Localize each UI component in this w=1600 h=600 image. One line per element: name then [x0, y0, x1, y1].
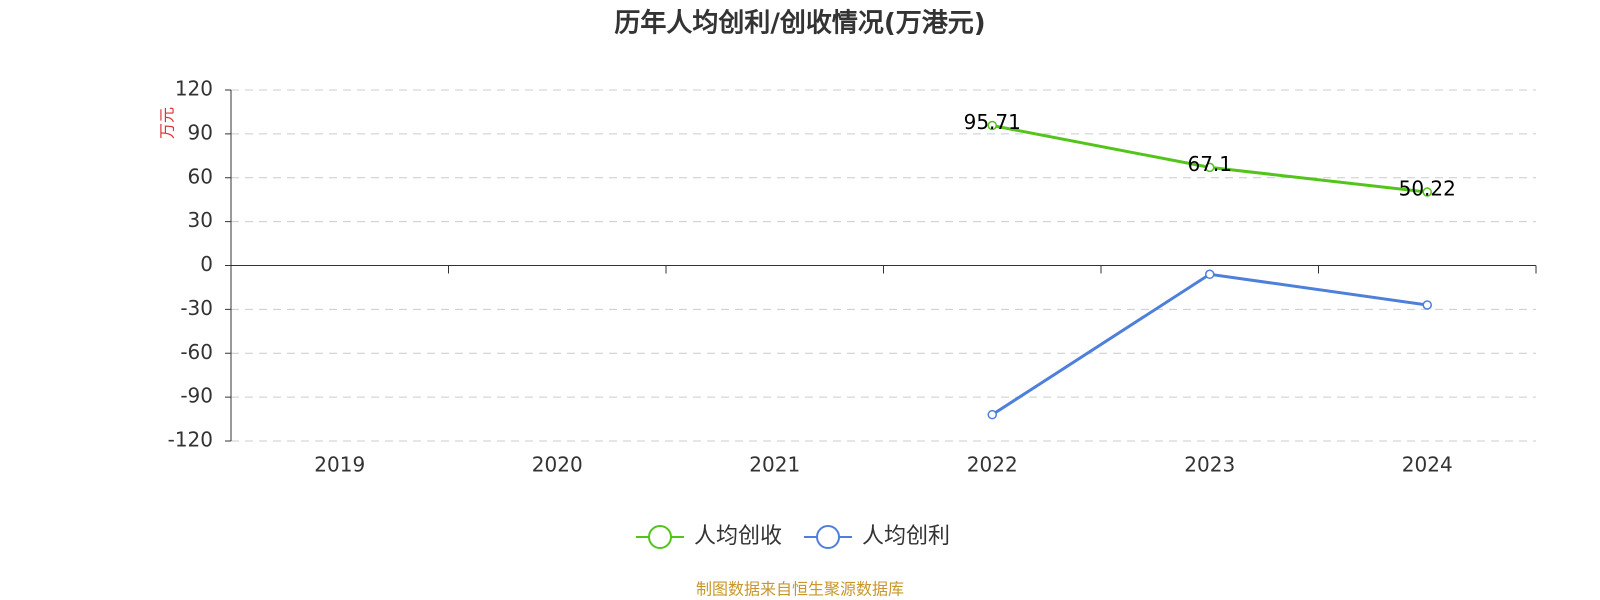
chart-title: 历年人均创利/创收情况(万港元)	[614, 8, 985, 39]
x-tick-label: 2019	[314, 453, 365, 477]
x-tick-label: 2021	[749, 453, 800, 477]
data-point	[1205, 269, 1215, 280]
legend-marker	[816, 525, 841, 549]
data-point	[1205, 162, 1215, 173]
data-point	[987, 409, 997, 420]
y-tick-label: 90	[188, 120, 213, 144]
y-tick-label: 30	[188, 208, 213, 232]
x-tick-label: 2023	[1184, 453, 1235, 477]
data-point	[1422, 300, 1432, 310]
legend-label: 人均创收	[694, 524, 782, 549]
data-point	[1422, 187, 1432, 197]
legend-label: 人均创利	[862, 524, 950, 549]
legend-item[interactable]: 人均创利	[804, 524, 950, 549]
y-tick-label: -60	[180, 340, 213, 364]
x-tick-label: 2024	[1402, 453, 1453, 477]
data-label: 95.71	[964, 110, 1021, 134]
y-tick-label: -120	[168, 428, 213, 452]
source-note: 制图数据来自恒生聚源数据库	[696, 580, 904, 599]
data-point	[987, 120, 997, 131]
data-label: 67.1	[1187, 152, 1232, 176]
y-tick-label: -90	[180, 384, 213, 408]
y-axis-label: 万元	[158, 107, 177, 139]
legend-marker	[648, 525, 672, 549]
y-tick-label: 0	[200, 252, 213, 276]
y-tick-label: -30	[180, 296, 213, 320]
y-tick-label: 60	[188, 164, 213, 188]
x-tick-label: 2020	[532, 453, 583, 477]
legend-item[interactable]: 人均创收	[636, 524, 782, 549]
series-line	[991, 272, 1428, 416]
data-label: 50.22	[1399, 177, 1456, 201]
x-tick-label: 2022	[967, 453, 1018, 477]
y-tick-label: 120	[175, 77, 213, 101]
